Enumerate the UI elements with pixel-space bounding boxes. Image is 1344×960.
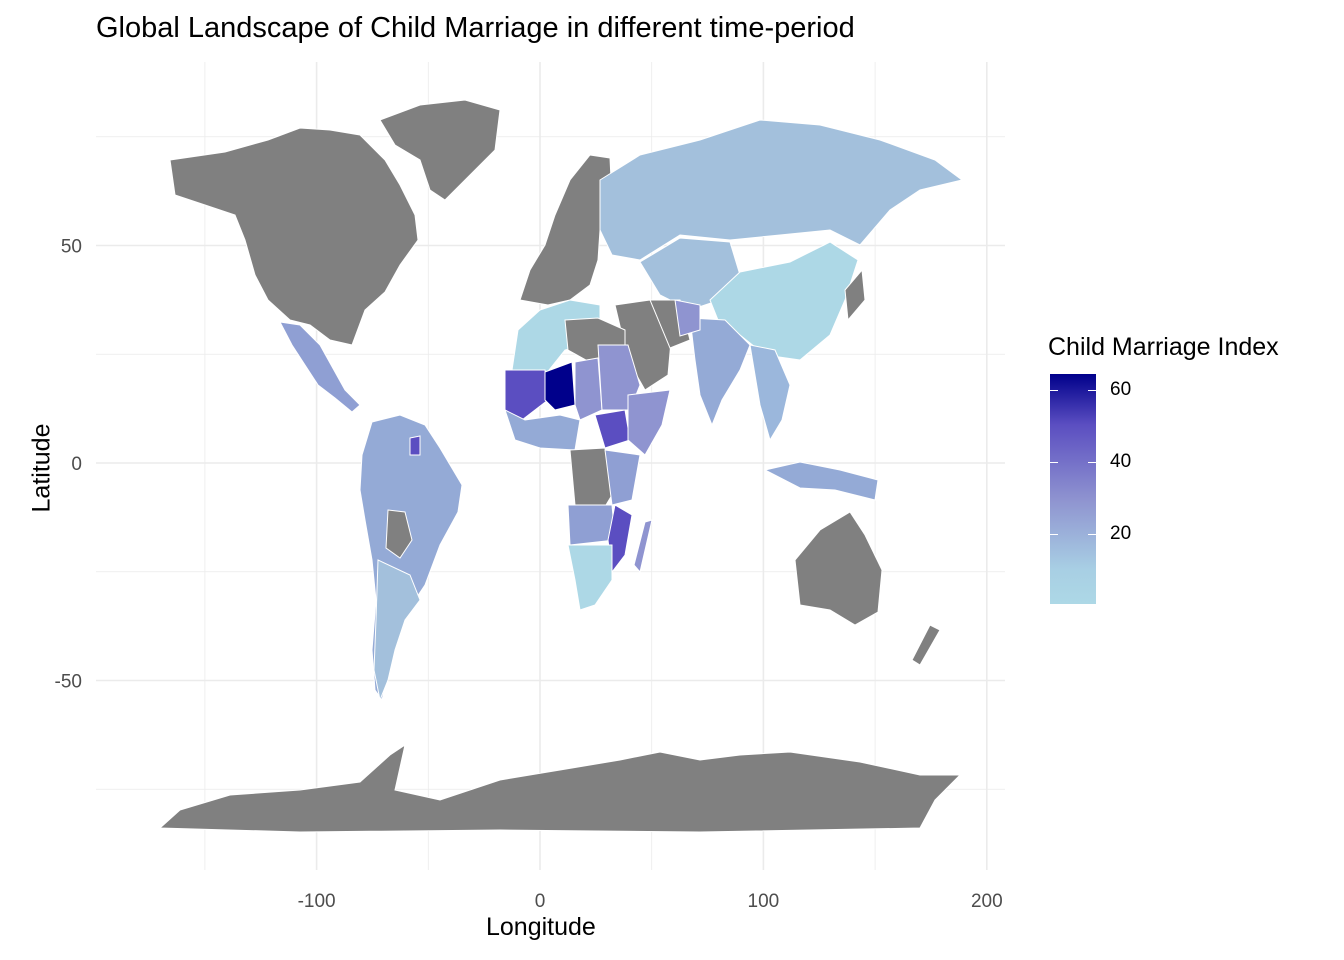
region-niger [544, 361, 576, 411]
region-madagascar [633, 519, 653, 574]
region-dr-congo [569, 447, 616, 516]
region-horn-africa [627, 389, 671, 456]
legend-tick-mark [1050, 462, 1058, 463]
region-north-america [169, 127, 419, 346]
region-mozambique [607, 504, 633, 574]
y-tick-label: 50 [61, 237, 82, 258]
region-guyana [409, 435, 421, 456]
x-axis-ticks: -100 0 100 200 [298, 891, 1003, 912]
region-russia [599, 119, 964, 261]
region-australia [794, 511, 883, 626]
chart-title: Global Landscape of Child Marriage in di… [96, 12, 855, 44]
legend-tick-mark [1050, 534, 1058, 535]
region-afghanistan [674, 299, 701, 337]
region-east-africa [604, 449, 641, 506]
region-mexico [279, 321, 361, 413]
legend-tick-label: 60 [1110, 379, 1132, 400]
region-argentina [373, 559, 421, 702]
legend-tick-mark [1088, 534, 1096, 535]
x-tick-label: 0 [535, 891, 546, 912]
region-west-africa [504, 409, 581, 451]
region-japan [844, 268, 866, 322]
region-indonesia [763, 461, 879, 501]
region-antarctica [158, 743, 962, 833]
legend-colorbar [1050, 374, 1096, 604]
x-tick-label: -100 [298, 891, 336, 912]
x-axis-label: Longitude [486, 913, 596, 941]
legend-tick-mark [1088, 390, 1096, 391]
y-tick-label: 0 [71, 454, 82, 475]
region-south-sudan [594, 409, 631, 449]
region-greenland [379, 99, 501, 201]
region-southeast-asia [749, 344, 791, 442]
legend-tick-label: 40 [1110, 451, 1132, 472]
region-europe [519, 154, 613, 306]
legend-tick-label: 20 [1110, 523, 1132, 544]
legend-title: Child Marriage Index [1048, 333, 1279, 361]
land-masses [158, 99, 964, 833]
legend-tick-mark [1050, 390, 1058, 391]
legend-tick-mark [1088, 462, 1096, 463]
y-axis-label: Latitude [27, 423, 56, 513]
region-mali [504, 369, 549, 421]
y-axis-ticks: 50 0 -50 [55, 237, 82, 693]
region-india [689, 317, 751, 427]
region-new-zealand [911, 624, 941, 666]
x-tick-label: 100 [748, 891, 780, 912]
y-tick-label: -50 [55, 672, 82, 693]
region-bolivia [385, 509, 413, 559]
region-southern-africa [567, 544, 613, 611]
x-tick-label: 200 [971, 891, 1003, 912]
region-chad [574, 357, 603, 421]
